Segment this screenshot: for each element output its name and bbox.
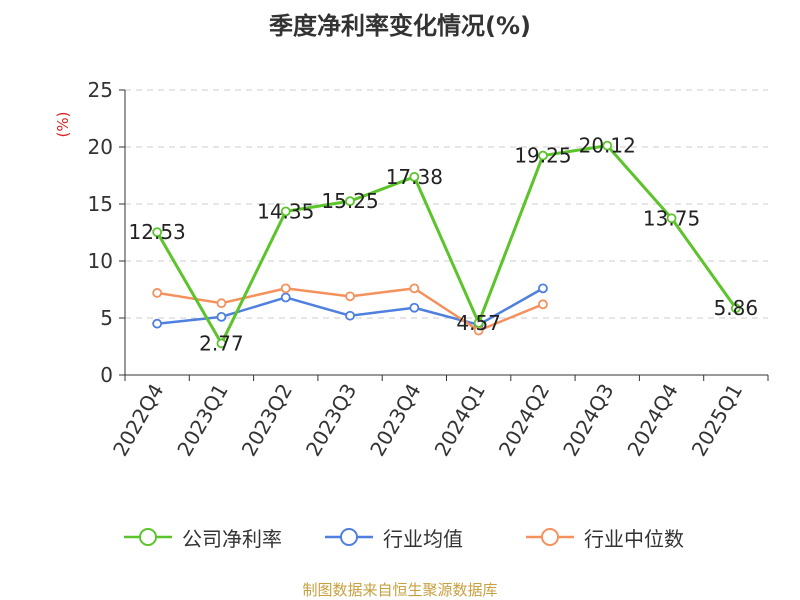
- data-point: [602, 140, 613, 151]
- data-point: [280, 283, 291, 294]
- x-tick-label: 2024Q3: [558, 380, 618, 461]
- data-point: [345, 310, 355, 321]
- legend-label: 公司净利率: [182, 526, 282, 551]
- data-point: [473, 318, 484, 328]
- x-tick-label: 2023Q4: [365, 380, 425, 461]
- data-point: [538, 150, 548, 161]
- x-tick-label: 2024Q4: [622, 380, 682, 461]
- data-point: [216, 338, 227, 349]
- grid-lines: [125, 89, 768, 319]
- y-tick-label: 5: [100, 306, 113, 330]
- series-layer: [152, 140, 741, 349]
- data-point: [280, 206, 291, 217]
- legend-item[interactable]: 行业中位数: [524, 520, 684, 554]
- x-tick-label: 2023Q3: [301, 380, 361, 461]
- data-point: [409, 302, 420, 313]
- data-label: 2.77: [199, 331, 244, 355]
- series-line: [155, 144, 738, 345]
- data-point: [345, 291, 355, 302]
- legend: 公司净利率 行业均值 行业中位数: [0, 520, 800, 554]
- data-label: 5.86: [714, 296, 759, 320]
- y-tick-label: 10: [88, 249, 113, 273]
- data-point: [345, 196, 355, 207]
- y-tick-label: 20: [88, 135, 113, 159]
- data-label: 15.25: [321, 189, 378, 213]
- y-tick-label: 0: [100, 363, 113, 387]
- x-tick-label: 2024Q2: [494, 380, 554, 461]
- chart-title: 季度净利率变化情况(%): [269, 12, 531, 40]
- legend-label: 行业均值: [383, 526, 463, 551]
- x-tick-label: 2023Q2: [237, 380, 297, 461]
- data-labels: 12.53 2.77 14.35 15.25 17.38 4.57 19.25 20.12 13…: [129, 134, 759, 356]
- data-label: 17.38: [386, 165, 443, 189]
- legend-swatch-icon: [124, 528, 172, 546]
- x-tick-label: 2022Q4: [108, 380, 168, 461]
- legend-label: 行业中位数: [584, 526, 684, 551]
- legend-item[interactable]: 公司净利率: [122, 520, 282, 554]
- data-point: [409, 171, 420, 182]
- data-point: [538, 299, 548, 310]
- data-label: 14.35: [257, 199, 314, 223]
- data-point: [538, 283, 548, 294]
- data-label: 4.57: [456, 311, 501, 335]
- y-axis-label: (%): [54, 112, 72, 138]
- data-label: 19.25: [514, 144, 571, 168]
- data-point: [216, 311, 227, 322]
- y-tick-label: 15: [88, 192, 113, 216]
- y-tick-label: 25: [88, 78, 113, 102]
- legend-item[interactable]: 行业均值: [323, 520, 463, 554]
- data-point: [280, 292, 291, 303]
- data-point: [152, 318, 163, 329]
- data-point: [216, 298, 227, 309]
- legend-swatch-icon: [325, 528, 373, 546]
- legend-swatch-icon: [526, 528, 574, 546]
- data-point: [666, 213, 677, 224]
- data-label: 13.75: [643, 206, 700, 230]
- source-note: 制图数据来自恒生聚源数据库: [302, 581, 498, 599]
- data-label: 20.12: [579, 134, 636, 158]
- x-tick-label: 2025Q1: [687, 380, 747, 461]
- data-point: [152, 288, 163, 298]
- data-point: [152, 227, 163, 238]
- data-point: [409, 283, 420, 294]
- data-label: 12.53: [129, 220, 186, 244]
- x-tick-label: 2024Q1: [430, 380, 490, 461]
- x-tick-label: 2023Q1: [172, 380, 232, 461]
- data-point: [730, 303, 741, 314]
